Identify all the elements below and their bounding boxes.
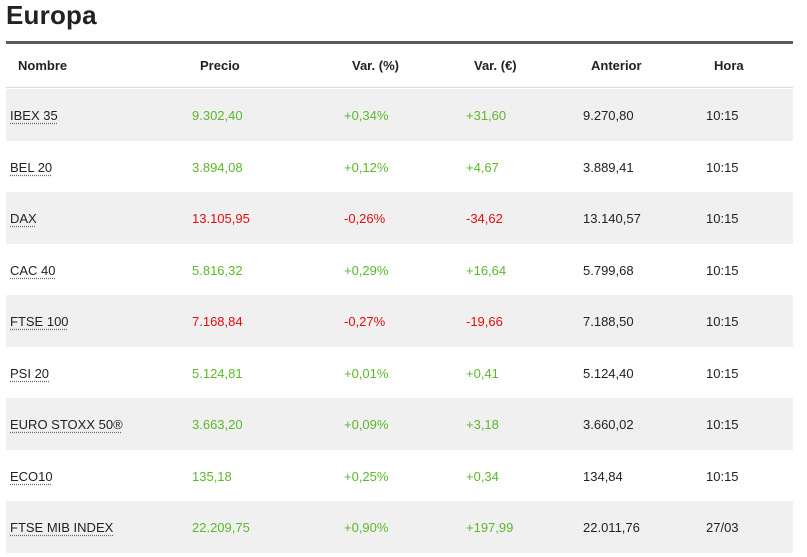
header-nombre: Nombre <box>18 58 68 73</box>
title-divider <box>6 41 793 44</box>
var-eur-cell: -34,62 <box>466 211 503 226</box>
var-eur-cell: +16,64 <box>466 262 507 278</box>
var-eur-cell: +0,41 <box>466 365 499 381</box>
header-var-eur: Var. (€) <box>474 58 517 73</box>
price-cell: 13.105,95 <box>192 211 250 226</box>
previous-cell: 3.660,02 <box>583 417 634 432</box>
previous-cell: 3.889,41 <box>583 159 634 175</box>
var-pct-cell: +0,25% <box>344 468 389 484</box>
header-precio: Precio <box>200 58 240 73</box>
table-row: FTSE 100 7.168,84 -0,27% -19,66 7.188,50… <box>6 295 793 347</box>
time-cell: 10:15 <box>706 108 739 123</box>
index-name-link[interactable]: CAC 40 <box>10 262 56 278</box>
previous-cell: 13.140,57 <box>583 211 641 226</box>
previous-cell: 5.799,68 <box>583 262 634 278</box>
price-cell: 3.894,08 <box>192 159 243 175</box>
var-pct-cell: +0,29% <box>344 262 389 278</box>
var-eur-cell: -19,66 <box>466 314 503 329</box>
table-body: IBEX 35 9.302,40 +0,34% +31,60 9.270,80 … <box>6 89 793 553</box>
var-pct-cell: +0,90% <box>344 520 389 535</box>
price-cell: 3.663,20 <box>192 417 243 432</box>
index-name-link[interactable]: FTSE MIB INDEX <box>10 520 114 535</box>
price-cell: 5.124,81 <box>192 365 243 381</box>
page-title: Europa <box>6 0 97 30</box>
var-eur-cell: +31,60 <box>466 108 507 123</box>
var-pct-cell: +0,01% <box>344 365 389 381</box>
previous-cell: 7.188,50 <box>583 314 634 329</box>
price-cell: 5.816,32 <box>192 262 243 278</box>
table-row: DAX 13.105,95 -0,26% -34,62 13.140,57 10… <box>6 192 793 244</box>
var-eur-cell: +197,99 <box>466 520 514 535</box>
previous-cell: 134,84 <box>583 468 623 484</box>
var-pct-cell: +0,09% <box>344 417 389 432</box>
table-row: IBEX 35 9.302,40 +0,34% +31,60 9.270,80 … <box>6 89 793 141</box>
table-row: ECO10 135,18 +0,25% +0,34 134,84 10:15 <box>6 450 793 502</box>
time-cell: 10:15 <box>706 159 739 175</box>
index-name-link[interactable]: PSI 20 <box>10 365 50 381</box>
previous-cell: 5.124,40 <box>583 365 634 381</box>
index-name-link[interactable]: FTSE 100 <box>10 314 69 329</box>
index-name-link[interactable]: EURO STOXX 50® <box>10 417 123 432</box>
index-name-link[interactable]: ECO10 <box>10 468 53 484</box>
time-cell: 27/03 <box>706 520 739 535</box>
time-cell: 10:15 <box>706 468 739 484</box>
previous-cell: 9.270,80 <box>583 108 634 123</box>
table-row: EURO STOXX 50® 3.663,20 +0,09% +3,18 3.6… <box>6 398 793 450</box>
table-row: CAC 40 5.816,32 +0,29% +16,64 5.799,68 1… <box>6 244 793 296</box>
table-row: BEL 20 3.894,08 +0,12% +4,67 3.889,41 10… <box>6 141 793 193</box>
time-cell: 10:15 <box>706 417 739 432</box>
time-cell: 10:15 <box>706 211 739 226</box>
var-pct-cell: -0,26% <box>344 211 386 226</box>
header-hora: Hora <box>714 58 744 73</box>
var-pct-cell: -0,27% <box>344 314 386 329</box>
header-var-pct: Var. (%) <box>352 58 399 73</box>
time-cell: 10:15 <box>706 314 739 329</box>
var-pct-cell: +0,34% <box>344 108 389 123</box>
previous-cell: 22.011,76 <box>583 520 640 535</box>
price-cell: 9.302,40 <box>192 108 243 123</box>
time-cell: 10:15 <box>706 365 739 381</box>
var-eur-cell: +4,67 <box>466 159 499 175</box>
price-cell: 22.209,75 <box>192 520 250 535</box>
price-cell: 135,18 <box>192 468 232 484</box>
time-cell: 10:15 <box>706 262 739 278</box>
table-row: PSI 20 5.124,81 +0,01% +0,41 5.124,40 10… <box>6 347 793 399</box>
header-anterior: Anterior <box>591 58 642 73</box>
var-eur-cell: +3,18 <box>466 417 499 432</box>
table-header: Nombre Precio Var. (%) Var. (€) Anterior… <box>6 44 793 88</box>
index-name-link[interactable]: BEL 20 <box>10 159 53 175</box>
index-name-link[interactable]: DAX <box>10 211 37 226</box>
price-cell: 7.168,84 <box>192 314 243 329</box>
var-eur-cell: +0,34 <box>466 468 499 484</box>
index-name-link[interactable]: IBEX 35 <box>10 108 58 123</box>
var-pct-cell: +0,12% <box>344 159 389 175</box>
table-row: FTSE MIB INDEX 22.209,75 +0,90% +197,99 … <box>6 501 793 553</box>
